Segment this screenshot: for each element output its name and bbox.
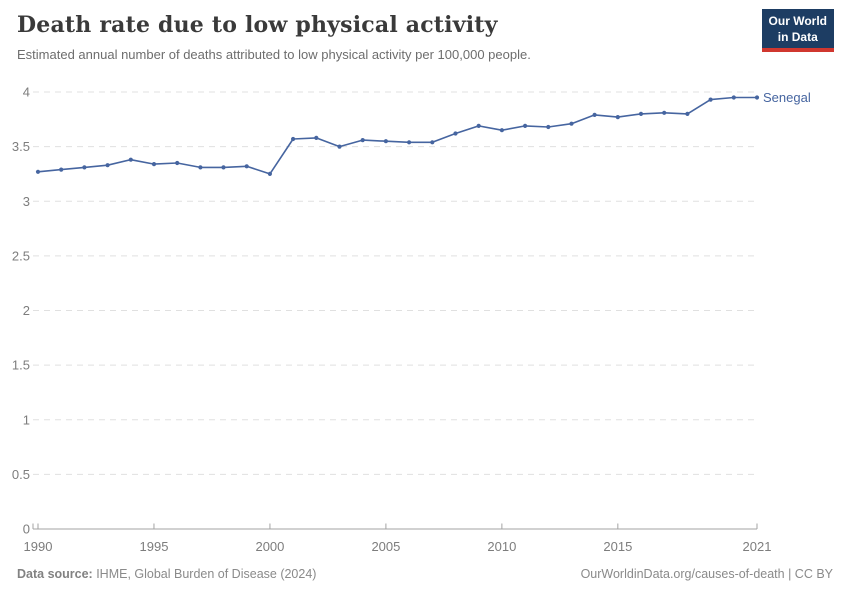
data-point[interactable] [407, 140, 412, 145]
data-point[interactable] [685, 111, 690, 116]
y-tick-label: 3.5 [12, 139, 30, 154]
y-tick-label: 3 [23, 194, 30, 209]
data-point[interactable] [128, 157, 133, 162]
chart-footer: Data source: IHME, Global Burden of Dise… [17, 567, 833, 581]
data-point[interactable] [476, 123, 481, 128]
data-point[interactable] [267, 171, 272, 176]
y-tick-label: 4 [23, 85, 30, 100]
y-tick-label: 0.5 [12, 467, 30, 482]
data-point[interactable] [546, 124, 551, 130]
y-tick-label: 2.5 [12, 248, 30, 263]
data-point[interactable] [708, 97, 713, 102]
x-tick-label: 2010 [487, 539, 516, 554]
y-tick-label: 0 [23, 522, 30, 537]
data-point[interactable] [291, 136, 296, 142]
x-tick-label: 2005 [371, 539, 400, 554]
x-tick-label: 1990 [24, 539, 53, 554]
footer-citation-link[interactable]: OurWorldinData.org/causes-of-death | CC … [580, 567, 833, 581]
data-point[interactable] [731, 95, 736, 100]
x-tick-label: 1995 [140, 539, 169, 554]
y-tick-label: 1.5 [12, 358, 30, 373]
x-tick-label: 2015 [603, 539, 632, 554]
x-tick-label: 2000 [255, 539, 284, 554]
chart-header: Death rate due to low physical activity … [17, 12, 737, 63]
data-point[interactable] [198, 165, 203, 170]
owid-logo-line1: Our World [768, 14, 827, 28]
chart-subtitle: Estimated annual number of deaths attrib… [17, 47, 531, 63]
owid-logo[interactable]: Our World in Data [761, 9, 834, 53]
data-point[interactable] [337, 144, 342, 149]
series-line-senegal[interactable] [37, 96, 758, 175]
data-point[interactable] [569, 121, 574, 126]
data-point[interactable] [82, 165, 87, 170]
data-point[interactable] [35, 169, 41, 174]
data-point[interactable] [615, 115, 620, 120]
data-point[interactable] [151, 162, 157, 167]
data-point[interactable] [105, 163, 110, 168]
series-label-senegal[interactable]: Senegal [763, 90, 811, 105]
x-tick-label: 2021 [743, 539, 772, 554]
data-point[interactable] [430, 140, 435, 145]
data-source-value: IHME, Global Burden of Disease (2024) [92, 567, 317, 581]
data-source: Data source: IHME, Global Burden of Dise… [17, 567, 316, 581]
y-tick-label: 1 [23, 412, 30, 427]
data-point[interactable] [523, 123, 528, 128]
data-point[interactable] [383, 139, 388, 144]
data-point[interactable] [175, 160, 180, 166]
owid-logo-line2: in Data [777, 29, 818, 44]
data-point[interactable] [453, 131, 458, 136]
data-point[interactable] [499, 128, 504, 133]
data-source-label: Data source: [17, 567, 93, 581]
data-point[interactable] [244, 164, 249, 169]
data-point[interactable] [592, 112, 597, 117]
y-tick-label: 2 [23, 303, 30, 318]
data-point[interactable] [360, 138, 365, 143]
data-point[interactable] [754, 95, 760, 100]
data-point[interactable] [59, 167, 64, 172]
page-title: Death rate due to low physical activity [17, 12, 498, 38]
data-point[interactable] [314, 135, 319, 140]
data-point[interactable] [638, 111, 644, 116]
data-point[interactable] [221, 165, 226, 170]
data-point[interactable] [662, 110, 667, 115]
